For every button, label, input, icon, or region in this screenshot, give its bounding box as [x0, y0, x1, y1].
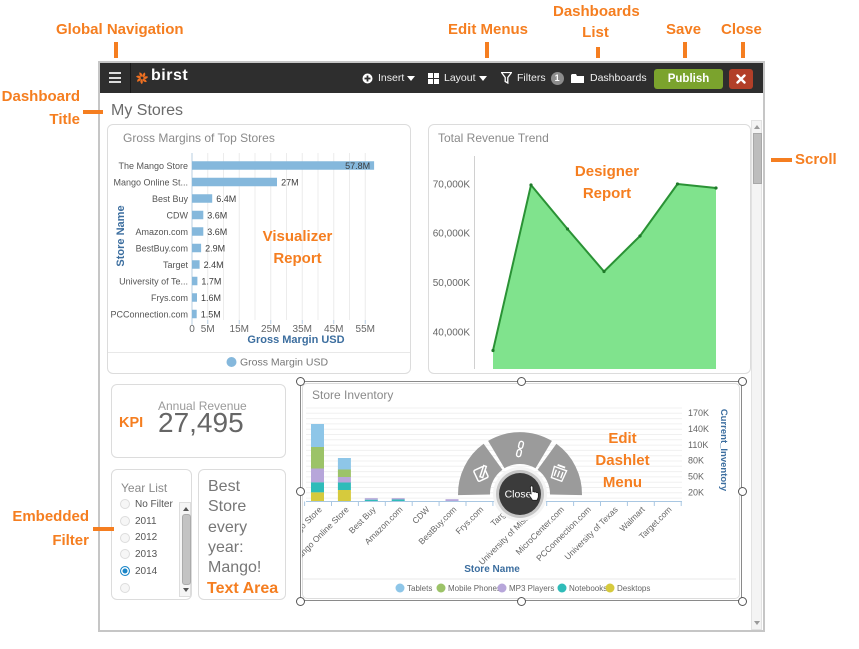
svg-text:20K: 20K	[688, 488, 704, 498]
svg-text:CDW: CDW	[167, 211, 189, 221]
svg-text:140K: 140K	[688, 424, 709, 434]
svg-text:6.4M: 6.4M	[216, 194, 236, 204]
svg-text:3.6M: 3.6M	[207, 211, 227, 221]
svg-text:50,000K: 50,000K	[433, 278, 471, 289]
svg-text:27M: 27M	[281, 178, 299, 188]
svg-text:Total Revenue Trend: Total Revenue Trend	[438, 131, 549, 145]
svg-text:55M: 55M	[356, 324, 375, 335]
svg-text:50K: 50K	[688, 472, 704, 482]
svg-text:CDW: CDW	[410, 504, 431, 525]
svg-text:University of Te...: University of Te...	[119, 277, 188, 287]
svg-text:Close: Close	[505, 489, 532, 501]
svg-text:45M: 45M	[324, 324, 343, 335]
svg-text:80K: 80K	[688, 456, 704, 466]
svg-text:15M: 15M	[230, 324, 249, 335]
svg-text:1.6M: 1.6M	[201, 293, 221, 303]
svg-text:0: 0	[189, 324, 195, 335]
svg-text:Store Name: Store Name	[464, 564, 520, 575]
svg-text:Best Buy: Best Buy	[152, 194, 189, 204]
svg-text:110K: 110K	[688, 440, 708, 450]
svg-text:Tablets: Tablets	[407, 584, 432, 593]
svg-text:PCConnection.com: PCConnection.com	[110, 310, 188, 320]
svg-text:70,000K: 70,000K	[433, 180, 471, 191]
svg-text:5M: 5M	[201, 324, 215, 335]
svg-text:Frys.com: Frys.com	[454, 504, 486, 536]
svg-text:Desktops: Desktops	[617, 584, 650, 593]
svg-text:Gross Margins of Top Stores: Gross Margins of Top Stores	[123, 131, 275, 145]
svg-text:1.7M: 1.7M	[201, 277, 221, 287]
svg-text:Mango Online St...: Mango Online St...	[113, 178, 188, 188]
svg-text:Frys.com: Frys.com	[151, 293, 188, 303]
svg-text:57.8M: 57.8M	[345, 161, 370, 171]
svg-text:3.6M: 3.6M	[207, 227, 227, 237]
svg-text:Current_Inventory: Current_Inventory	[718, 409, 729, 492]
svg-text:40,000K: 40,000K	[433, 328, 471, 339]
svg-text:BestBuy.com: BestBuy.com	[136, 244, 188, 254]
svg-text:25M: 25M	[261, 324, 280, 335]
svg-text:Mobile Phones: Mobile Phones	[448, 584, 501, 593]
svg-text:60,000K: 60,000K	[433, 229, 471, 240]
svg-text:Gross Margin USD: Gross Margin USD	[240, 357, 329, 369]
svg-text:Gross Margin USD: Gross Margin USD	[247, 334, 344, 346]
svg-text:2.4M: 2.4M	[204, 260, 224, 270]
svg-text:35M: 35M	[293, 324, 312, 335]
svg-text:Amazon.com: Amazon.com	[135, 227, 188, 237]
svg-text:Target: Target	[163, 260, 189, 270]
svg-text:Store Name: Store Name	[115, 205, 127, 266]
svg-text:1.5M: 1.5M	[201, 310, 221, 320]
svg-text:170K: 170K	[688, 408, 709, 418]
svg-text:Store Inventory: Store Inventory	[312, 388, 393, 402]
svg-text:Notebooks: Notebooks	[569, 584, 607, 593]
svg-text:MP3 Players: MP3 Players	[509, 584, 554, 593]
svg-text:The Mango Store: The Mango Store	[118, 161, 188, 171]
svg-text:2.9M: 2.9M	[205, 244, 225, 254]
